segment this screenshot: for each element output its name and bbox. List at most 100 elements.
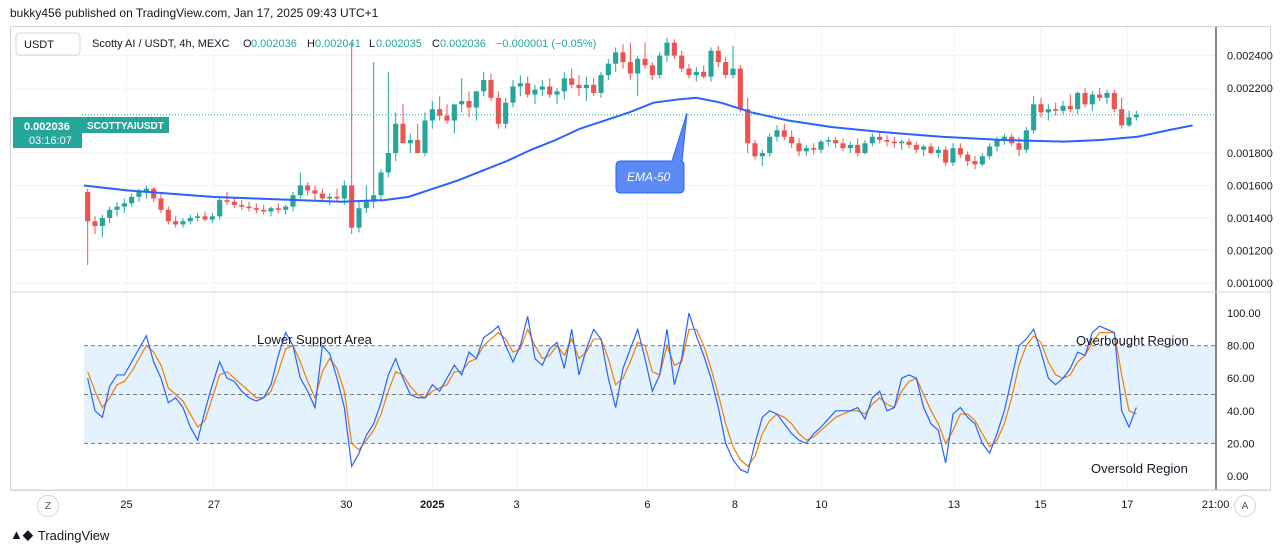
candle-body [1133,114,1139,118]
candle-body [899,141,905,144]
candle-body [598,75,604,93]
candle-body [569,78,575,85]
candle-body [730,68,736,76]
candle-body [429,109,435,121]
candle-body [891,141,897,144]
tradingview-brand[interactable]: ▲◆ TradingView [10,527,109,543]
candle-body [833,140,839,144]
time-tick-label: 25 [120,499,132,511]
candle-body [862,143,868,154]
stoch-tick-label: 20.00 [1227,438,1255,450]
stoch-tick-label: 100.00 [1227,308,1261,320]
time-tick-label: 8 [732,499,738,511]
candle-body [525,83,531,95]
candle-body [935,149,941,154]
price-axis[interactable]: 0.002400 0.002200 0.001800 0.001600 0.001400… [1227,51,1273,290]
candle-body [290,195,296,207]
time-tick-label: 6 [644,499,650,511]
legend-h-label: H [307,38,315,50]
candle-body [1031,104,1037,131]
candle-body [657,55,663,76]
candle-body [283,206,289,210]
price-axis-label: 0.001000 [1227,278,1273,290]
candle-body [268,208,274,212]
candle-body [693,71,699,76]
candle-body [202,216,208,220]
candle-body [767,136,773,154]
currency-button[interactable] [15,32,81,56]
candle-body [635,58,641,74]
stoch-tick-label: 0.00 [1227,471,1248,483]
time-axis[interactable]: 25 27 30 2025 3 6 8 10 13 15 17 21:00 [120,499,1229,511]
candle-body [913,144,919,150]
candle-body [576,84,582,89]
candle-body [781,130,787,137]
candle-body [752,143,758,157]
auto-scale-button[interactable]: A [1234,495,1256,517]
tradingview-brand-label: TradingView [37,527,110,543]
ema-callout[interactable] [615,112,688,194]
candle-body [539,86,545,90]
candle-body [466,101,472,108]
ema-callout-label: EMA-50 [627,170,671,184]
candle-body [363,201,369,209]
candle-body [532,89,538,95]
candle-body [759,153,765,157]
candle-body [591,84,597,93]
candle-body [378,172,384,196]
time-tick-label: 30 [340,499,352,511]
candle-body [686,68,692,76]
candle-body [1060,105,1066,111]
candle-body [774,130,780,137]
candle-body [957,148,963,155]
overbought-label: Overbought Region [1076,333,1189,348]
time-tick-label: 15 [1035,499,1047,511]
price-tag-value: 0.002036 [24,121,70,133]
candle-body [869,136,875,144]
candle-body [356,208,362,228]
stoch-tick-label: 60.00 [1227,373,1255,385]
candle-body [840,143,846,149]
candle-body [1001,136,1007,141]
candle-body [1045,109,1051,113]
candle-body [305,185,311,191]
candle-body [715,50,721,63]
candle-body [261,209,267,212]
stoch-tick-label: 40.00 [1227,406,1255,418]
symbol-tag [82,117,169,133]
legend-c-label: C [432,38,440,50]
time-tick-label: 21:00 [1202,499,1230,511]
candle-body [341,185,347,199]
stoch-axis: 100.00 80.00 60.00 40.00 20.00 0.00 [1227,308,1261,483]
zoom-z-button[interactable]: Z [37,495,59,517]
candle-body [510,86,516,103]
candle-body [950,148,956,163]
candle-body [664,42,670,56]
candle-body [481,79,487,92]
legend-symbol[interactable]: Scotty AI / USDT, 4h, MEXC [92,38,230,50]
candles [85,37,1139,266]
candle-body [811,148,817,150]
candle-body [884,140,890,142]
publisher-caption: bukky456 published on TradingView.com, J… [10,6,379,20]
candle-body [92,221,98,227]
candle-body [121,203,127,207]
candle-body [312,190,318,194]
candle-body [921,146,927,150]
candle-body [136,191,142,197]
candle-body [855,144,861,154]
candle-body [965,154,971,162]
candle-body [195,216,201,218]
candle-body [334,196,340,199]
candle-body [246,206,252,209]
candle-body [649,65,655,76]
candle-body [1119,109,1125,126]
candle-body [393,123,399,154]
candle-body [1126,117,1132,126]
candle-body [473,91,479,108]
candle-body [877,136,883,141]
time-tick-label: 27 [208,499,220,511]
candle-body [818,141,824,150]
candle-body [1097,94,1103,98]
